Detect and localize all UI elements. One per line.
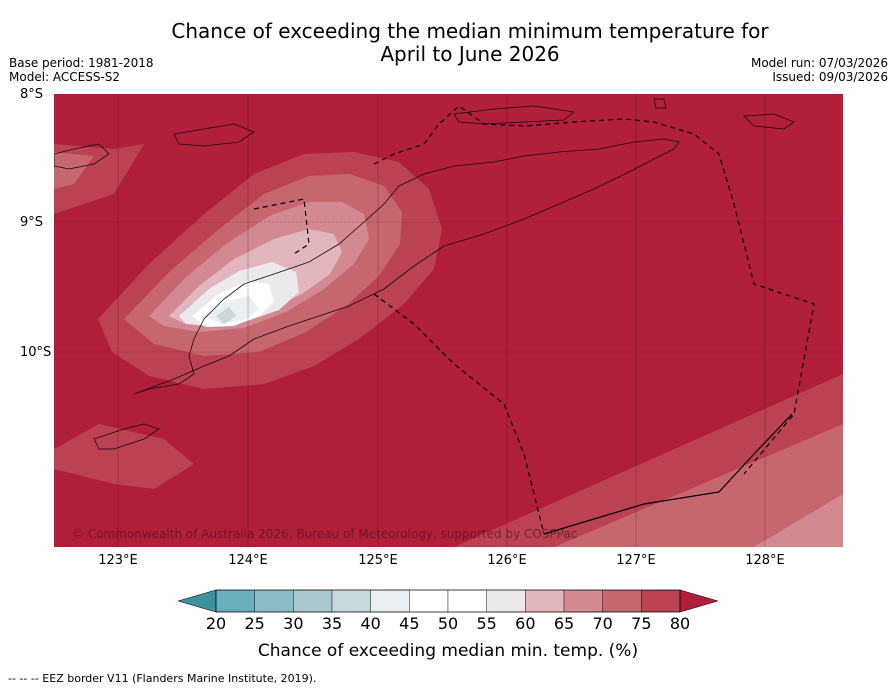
eez-border bbox=[253, 105, 815, 535]
lat-label-8s: 8°S bbox=[20, 87, 44, 102]
graticule bbox=[54, 94, 843, 547]
rote-coastline bbox=[93, 423, 160, 450]
colorbar-band-20-25 bbox=[215, 589, 255, 613]
colorbar-band-30-35 bbox=[293, 589, 333, 613]
alor-coastline bbox=[173, 123, 255, 147]
colorbar-tick-80: 80 bbox=[669, 614, 691, 633]
colorbar-tick-45: 45 bbox=[399, 614, 420, 633]
band-center-40 bbox=[216, 307, 236, 324]
lon-label-126e: 126°E bbox=[487, 553, 527, 568]
colorbar-tick-70: 70 bbox=[592, 614, 613, 633]
islands-ne-coastline bbox=[743, 113, 795, 130]
lat-label-10s: 10°S bbox=[20, 345, 52, 360]
eez-line-solid bbox=[543, 413, 793, 535]
title-line-2: April to June 2026 bbox=[380, 42, 560, 66]
lon-label-125e: 125°E bbox=[358, 553, 398, 568]
colorbar-band-65-70 bbox=[563, 589, 603, 613]
colorbar-label: Chance of exceeding median min. temp. (%… bbox=[257, 641, 639, 661]
colorbar-band-55-60 bbox=[486, 589, 526, 613]
colorbar-tick-25: 25 bbox=[244, 614, 265, 633]
copyright-notice: © Commonwealth of Australia 2026, Bureau… bbox=[72, 527, 578, 541]
base-period: Base period: 1981-2018 bbox=[9, 56, 154, 70]
colorbar-band-35-40 bbox=[331, 589, 371, 613]
timor-coastline bbox=[133, 138, 680, 395]
flores-coastline bbox=[54, 143, 110, 170]
probability-map bbox=[54, 94, 843, 547]
colorbar-band-45-50 bbox=[409, 589, 449, 613]
colorbar-tick-60: 60 bbox=[515, 614, 536, 633]
colorbar-tick-40: 40 bbox=[360, 614, 381, 633]
eez-line-south bbox=[373, 293, 545, 535]
colorbar-tick-35: 35 bbox=[321, 614, 343, 633]
colorbar-tick-75: 75 bbox=[631, 614, 652, 633]
colorbar-band-70-75 bbox=[602, 589, 642, 613]
band-se-70 bbox=[554, 424, 843, 547]
eez-line-north bbox=[253, 198, 310, 255]
colorbar-bands bbox=[215, 589, 681, 613]
issued-date: Issued: 09/03/2026 bbox=[772, 70, 888, 84]
meta-left: Base period: 1981-2018 Model: ACCESS-S2 bbox=[9, 56, 154, 84]
band-nw-70 bbox=[54, 152, 94, 189]
lon-label-123e: 123°E bbox=[98, 553, 138, 568]
lat-label-9s: 9°S bbox=[20, 215, 44, 230]
lon-label-124e: 124°E bbox=[228, 553, 268, 568]
colorbar-tick-30: 30 bbox=[283, 614, 304, 633]
title-line-1: Chance of exceeding the median minimum t… bbox=[171, 19, 769, 43]
small-island-coastline bbox=[653, 98, 667, 109]
colorbar-tick-55: 55 bbox=[476, 614, 497, 633]
colorbar bbox=[178, 589, 718, 613]
lon-label-127e: 127°E bbox=[616, 553, 656, 568]
colorbar-tick-50: 50 bbox=[437, 614, 459, 633]
colorbar-band-75-80 bbox=[641, 589, 681, 613]
colorbar-band-40-45 bbox=[370, 589, 410, 613]
meta-right: Model run: 07/03/2026 Issued: 09/03/2026 bbox=[751, 56, 888, 84]
map-title: Chance of exceeding the median minimum t… bbox=[0, 20, 896, 66]
band-se-65 bbox=[754, 494, 843, 547]
colorbar-tick-65: 65 bbox=[553, 614, 575, 633]
band-sw-75 bbox=[54, 424, 194, 489]
colorbar-band-50-55 bbox=[447, 589, 487, 613]
wetar-coastline bbox=[453, 105, 575, 125]
eez-legend-footer: -- -- -- EEZ border V11 (Flanders Marine… bbox=[8, 672, 317, 685]
model-run: Model run: 07/03/2026 bbox=[750, 56, 888, 70]
colorbar-band-60-65 bbox=[525, 589, 565, 613]
coastlines bbox=[54, 98, 795, 450]
colorbar-outline bbox=[215, 589, 681, 613]
colorbar-band-25-30 bbox=[254, 589, 294, 613]
colorbar-tick-20: 20 bbox=[205, 614, 227, 633]
colorbar-under-arrow bbox=[178, 589, 217, 613]
colorbar-over-arrow bbox=[679, 589, 718, 613]
lon-label-128e: 128°E bbox=[745, 553, 785, 568]
model-name: Model: ACCESS-S2 bbox=[9, 70, 121, 84]
